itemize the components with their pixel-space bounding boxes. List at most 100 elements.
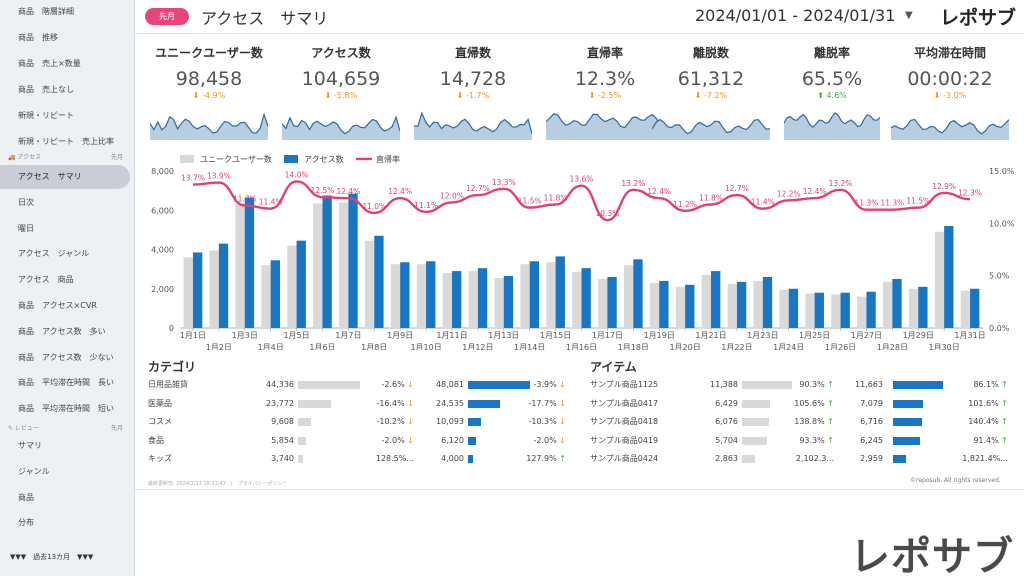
sidebar-item[interactable]: 新規・リピート <box>18 111 74 120</box>
bar-access-count <box>866 291 876 328</box>
row-name: サンプル商品0417 <box>590 398 659 408</box>
arrow-down-icon: ↓ <box>404 417 414 426</box>
bounce-rate-data-label: 12.3% <box>958 188 982 197</box>
table-row[interactable]: サンプル商品1125 11,388 90.3% ↑ 11,663 86.1% ↑ <box>590 376 1020 394</box>
table-row[interactable]: サンプル商品0424 2,863 2,102.3... 2,959 1,821.4%..… <box>590 450 1020 468</box>
sparkline-area <box>150 114 268 140</box>
kpi-value: 65.5% <box>801 68 863 90</box>
sidebar-item[interactable]: 商品 アクセス数 少ない <box>18 352 114 362</box>
sidebar-item[interactable]: 商品 <box>18 492 34 502</box>
arrow-down-icon: ↓ <box>556 417 566 426</box>
sidebar-item[interactable]: 商品 アクセス×CVR <box>18 301 97 310</box>
sidebar-item[interactable]: 新規・リピート 売上比率 <box>18 137 114 146</box>
sidebar-item[interactable]: 商品 平均滞在時間 長い <box>18 378 114 388</box>
sidebar-item[interactable]: アクセス 商品 <box>18 275 74 285</box>
bar-unique-users <box>805 293 815 328</box>
row-change-2: -3.9% ↓ <box>516 376 566 394</box>
sidebar-item[interactable]: アクセス ジャンル <box>18 249 90 259</box>
table-row[interactable]: キッズ 3,740 128.5%... 4,000 127.9% ↑ <box>148 450 588 468</box>
change-value: -10.3% <box>528 417 557 426</box>
bar-access-count <box>788 288 799 328</box>
kpi-value: 98,458 <box>175 68 243 90</box>
sparkline-area <box>282 117 400 140</box>
sidebar-item[interactable]: 商品 売上×数量 <box>18 59 81 68</box>
x-tick-label: 1月4日 <box>258 343 284 350</box>
sidebar-item[interactable]: サマリ <box>18 441 42 450</box>
table-row[interactable]: サンプル商品0419 5,704 93.3% ↑ 6,245 91.4% ↑ <box>590 432 1020 450</box>
bounce-rate-data-label: 13.3% <box>492 178 516 187</box>
y-left-tick-label: 4,000 <box>151 246 174 255</box>
kpi-label: 直帰率 <box>586 46 623 60</box>
x-tick-label: 1月18日 <box>618 343 649 350</box>
row-value-2: 6,245 <box>860 435 883 445</box>
bar-access-count <box>918 286 928 328</box>
bar-unique-users <box>598 278 608 328</box>
row-name: サンプル商品1125 <box>590 380 659 389</box>
row-name: サンプル商品0424 <box>590 454 659 463</box>
row-change-1: 105.6% ↑ <box>788 395 834 413</box>
row-value-1: 11,388 <box>710 380 738 389</box>
row-name: コスメ <box>148 417 172 426</box>
sidebar-item[interactable]: 商品 階層詳細 <box>18 7 74 16</box>
bar-unique-users <box>546 262 556 328</box>
kpi-change-value: -1.7% <box>466 91 490 100</box>
bounce-rate-data-label: 11.4% <box>259 198 283 207</box>
table-row[interactable]: サンプル商品0417 6,429 105.6% ↑ 7,079 101.6% ↑ <box>590 395 1020 413</box>
kpi-change-value: -2.5% <box>598 91 622 100</box>
caret-down-icon[interactable]: ▼ <box>905 10 913 21</box>
bar-access-count <box>322 195 332 328</box>
bounce-rate-data-label: 14.0% <box>285 170 309 179</box>
date-range-selector[interactable]: 2024/01/01 - 2024/01/31 <box>695 6 896 25</box>
bounce-rate-data-label: 12.9% <box>932 182 956 191</box>
table-row[interactable]: 食品 5,854 -2.0% ↓ 6,120 -2.0% ↓ <box>148 432 588 450</box>
row-change-2: -2.0% ↓ <box>516 432 566 450</box>
y-right-tick-label: 0.0% <box>989 324 1010 333</box>
bar-access-count <box>944 225 954 328</box>
kpi-change: ⬇ -2.5% <box>546 91 664 100</box>
kpi-change: ⬆ 4.6% <box>784 91 880 100</box>
bar-unique-users <box>883 281 893 328</box>
bar-unique-users <box>934 231 945 328</box>
arrow-up-icon: ⬆ <box>817 91 827 100</box>
x-tick-label: 1月22日 <box>721 343 752 350</box>
bar-value-1 <box>298 418 312 426</box>
kpi-card: 直帰数 14,728 ⬇ -1.7% <box>414 44 532 144</box>
table-row[interactable]: コスメ 9,608 -10.2% ↓ 10,093 -10.3% ↓ <box>148 413 588 431</box>
bounce-rate-data-label: 12.4% <box>336 187 360 196</box>
kpi-card: 離脱数 61,312 ⬇ -7.2% <box>652 44 770 144</box>
sidebar-item[interactable]: 商品 売上なし <box>18 85 74 94</box>
bar-unique-users <box>520 264 530 328</box>
sidebar-item-access-summary[interactable]: アクセス サマリ <box>0 165 130 189</box>
kpi-sparkline <box>150 112 268 140</box>
sidebar-item[interactable]: 分布 <box>18 518 34 528</box>
bar-unique-users <box>727 283 737 328</box>
arrow-down-icon: ⬇ <box>933 91 944 100</box>
bar-value-2 <box>893 399 924 408</box>
kpi-card: 平均滞在時間 00:00:22 ⬇ -3.0% <box>891 44 1009 144</box>
bar-unique-users <box>753 280 763 328</box>
last-updated-footnote[interactable]: 最終更新日: 2024/2/13 18:33:47 | プライバシーポリシー <box>148 481 288 487</box>
sidebar-item[interactable]: 日次 <box>18 197 34 207</box>
sidebar-footer-past-13-months[interactable]: ▼▼▼ 過去13カ月 ▼▼▼ <box>10 553 94 561</box>
divider <box>135 489 1024 490</box>
sidebar-item[interactable]: 商品 アクセス数 多い <box>18 326 106 336</box>
legend-label: アクセス数 <box>304 154 344 164</box>
row-change-1: 128.5%... <box>368 450 414 468</box>
table-row[interactable]: 日用品雑貨 44,336 -2.6% ↓ 48,081 -3.9% ↓ <box>148 376 588 394</box>
sidebar-item[interactable]: 商品 推移 <box>18 33 58 42</box>
row-value-2: 2,959 <box>860 454 883 463</box>
sidebar-item[interactable]: 曜日 <box>18 223 34 233</box>
row-name: キッズ <box>148 454 172 463</box>
row-change-2: 86.1% ↑ <box>958 376 1008 394</box>
kpi-label: アクセス数 <box>311 46 371 60</box>
legend-swatch <box>284 155 298 163</box>
bar-access-count <box>762 276 773 328</box>
sidebar-item[interactable]: 商品 平均滞在時間 短い <box>18 404 114 414</box>
bar-access-count <box>659 280 669 328</box>
sidebar-item[interactable]: ジャンル <box>18 466 50 476</box>
table-row[interactable]: 医薬品 23,772 -16.4% ↓ 24,535 -17.7% ↓ <box>148 395 588 413</box>
table-row[interactable]: サンプル商品0418 6,076 138.8% ↑ 6,716 140.4% ↑ <box>590 413 1020 431</box>
bounce-rate-data-label: 11.8% <box>544 193 568 202</box>
bounce-rate-data-label: 12.4% <box>647 187 671 196</box>
row-name: 医薬品 <box>148 398 172 408</box>
